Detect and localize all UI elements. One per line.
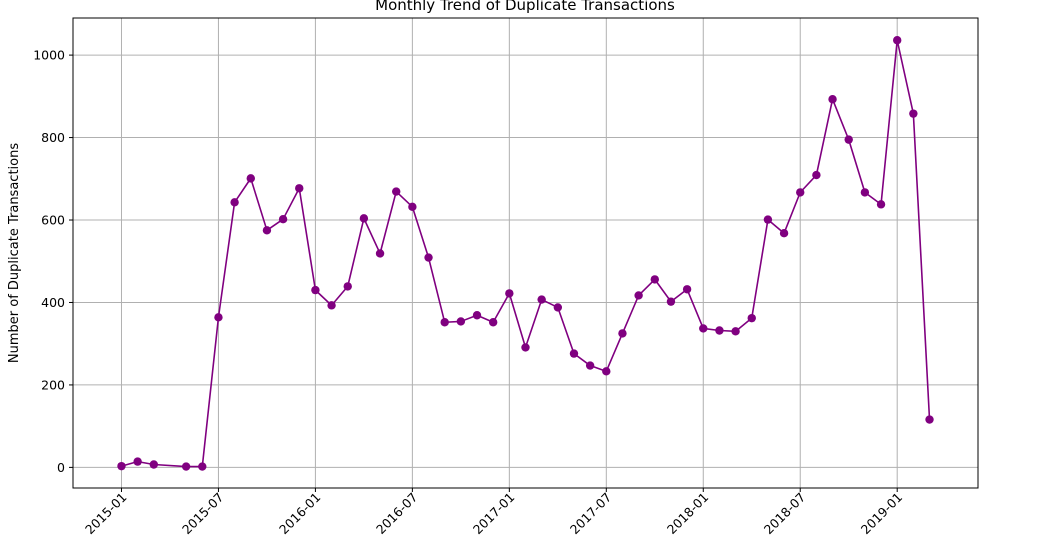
x-tick-label: 2018-07 <box>761 490 809 538</box>
data-point <box>796 188 805 197</box>
data-point <box>440 318 449 327</box>
data-point <box>246 174 255 183</box>
y-tick-label: 200 <box>41 377 65 392</box>
data-point <box>747 313 756 323</box>
y-axis: 0 200 400 600 800 1000 <box>33 48 73 475</box>
data-point <box>392 187 401 196</box>
x-tick-label: 2015-01 <box>82 490 130 538</box>
data-point <box>569 349 579 358</box>
data-point <box>763 215 773 224</box>
data-point <box>602 367 611 376</box>
x-tick-label: 2016-07 <box>373 490 421 538</box>
data-point <box>715 326 724 335</box>
data-point <box>521 343 530 352</box>
data-point <box>618 329 627 338</box>
y-tick-label: 0 <box>57 460 65 475</box>
y-tick-label: 800 <box>41 130 65 145</box>
data-point <box>537 295 546 304</box>
y-axis-label: Number of Duplicate Transactions <box>7 143 22 363</box>
data-point <box>343 282 352 291</box>
data-point <box>844 135 853 144</box>
data-point <box>893 36 902 45</box>
x-tick-label: 2019-01 <box>858 490 906 538</box>
y-tick-label: 1000 <box>33 48 65 63</box>
data-point <box>408 202 417 212</box>
x-tick-label: 2016-01 <box>276 490 324 538</box>
data-point <box>860 188 870 197</box>
data-point <box>198 462 207 471</box>
data-point <box>876 200 886 209</box>
x-tick-label: 2017-07 <box>567 490 615 538</box>
data-point <box>585 361 595 370</box>
data-point <box>812 170 821 180</box>
data-point <box>311 285 320 295</box>
data-point <box>472 311 482 320</box>
data-point <box>214 313 223 322</box>
data-point <box>779 229 789 238</box>
y-tick-label: 400 <box>41 295 65 310</box>
data-point <box>634 291 643 300</box>
data-point <box>456 317 466 326</box>
data-point <box>327 301 336 310</box>
data-point <box>553 303 563 312</box>
x-tick-label: 2015-07 <box>179 490 227 538</box>
series-line <box>121 39 931 468</box>
y-tick-label: 600 <box>41 213 65 228</box>
data-point <box>278 214 288 224</box>
data-point <box>650 275 659 284</box>
data-point <box>149 460 158 469</box>
data-point <box>181 462 191 471</box>
data-point <box>666 297 676 306</box>
data-point <box>133 457 142 466</box>
data-point <box>359 214 369 223</box>
data-point <box>909 109 918 118</box>
data-point <box>424 253 433 262</box>
grid-lines <box>73 18 978 488</box>
data-point <box>925 415 934 424</box>
data-point <box>505 289 514 298</box>
data-point <box>117 461 126 471</box>
data-point <box>828 95 837 104</box>
data-point <box>262 226 272 235</box>
data-point <box>295 184 304 193</box>
data-point <box>731 327 740 336</box>
x-tick-label: 2018-01 <box>664 490 712 538</box>
data-point <box>682 285 692 294</box>
x-axis: 2015-01 2015-07 2016-01 2016-07 2017-01 2017-… <box>82 488 905 537</box>
plot-area-frame <box>72 17 979 489</box>
data-point <box>488 318 498 327</box>
data-point <box>230 198 239 207</box>
chart-title: Monthly Trend of Duplicate Transactions <box>375 0 675 14</box>
data-point <box>375 249 385 258</box>
data-point <box>699 324 708 333</box>
x-tick-label: 2017-01 <box>470 490 518 538</box>
series-duplicate-transactions <box>117 36 934 471</box>
